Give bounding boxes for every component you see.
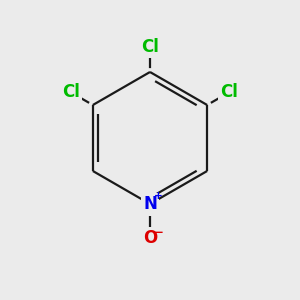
Text: Cl: Cl (220, 83, 238, 101)
Text: −: − (154, 226, 164, 239)
Text: O: O (143, 230, 157, 247)
Text: +: + (154, 191, 163, 202)
Text: Cl: Cl (141, 38, 159, 56)
Text: N: N (143, 195, 157, 213)
Text: Cl: Cl (62, 83, 80, 101)
